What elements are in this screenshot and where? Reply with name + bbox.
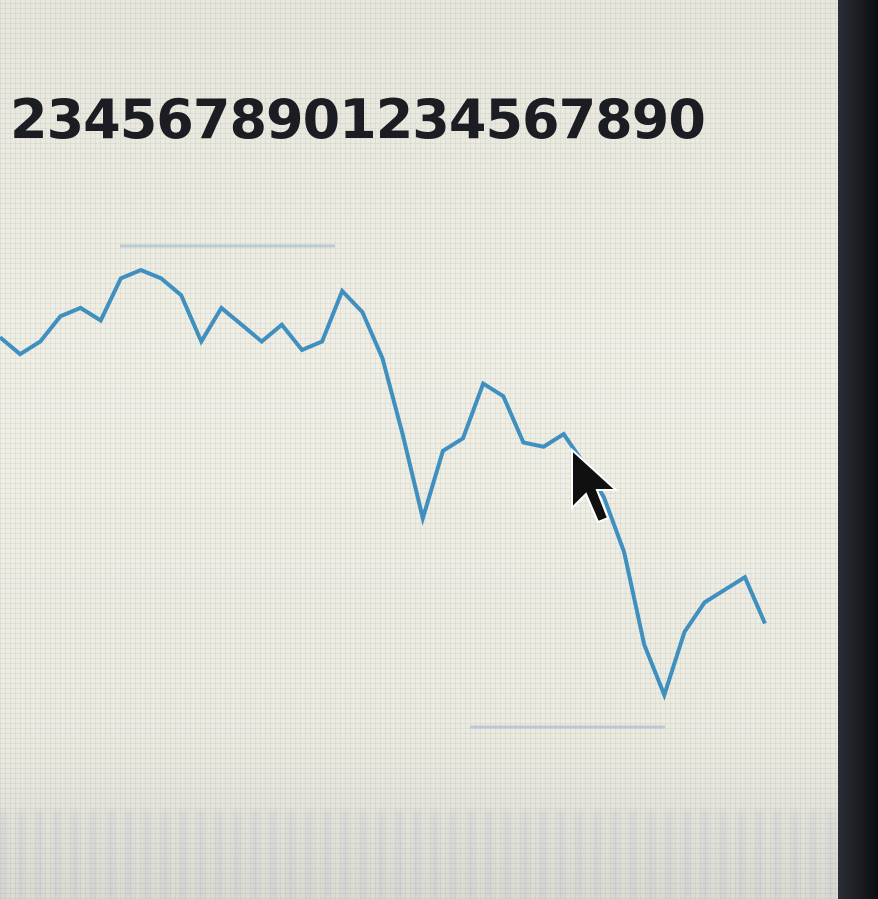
- number-string: 2345678901234567890: [10, 88, 706, 151]
- chart: [0, 244, 767, 729]
- blurred-area: [0, 810, 838, 899]
- mouse-cursor: [571, 447, 619, 524]
- screen-bezel: [838, 0, 878, 899]
- price-line: [0, 267, 767, 701]
